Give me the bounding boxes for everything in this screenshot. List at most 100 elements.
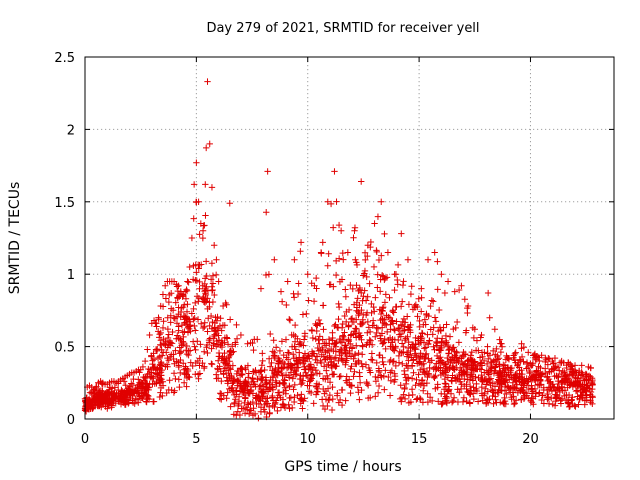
data-point: [445, 350, 452, 357]
data-point: [508, 364, 515, 372]
data-point: [122, 382, 129, 389]
data-point: [208, 361, 216, 368]
data-point: [473, 337, 481, 344]
data-point: [397, 382, 404, 389]
data-point: [345, 322, 352, 329]
data-point: [405, 301, 413, 308]
data-point: [350, 301, 358, 308]
data-point: [338, 339, 346, 346]
data-point: [398, 340, 406, 347]
data-point: [272, 344, 280, 351]
data-point: [166, 377, 173, 384]
data-point: [289, 351, 297, 358]
data-point: [505, 385, 513, 393]
data-point: [165, 331, 172, 338]
data-point: [280, 400, 287, 408]
data-point: [153, 380, 160, 387]
data-point: [412, 334, 419, 342]
data-point: [511, 372, 519, 379]
data-point: [92, 383, 100, 391]
data-point: [408, 283, 415, 290]
data-point: [214, 313, 221, 321]
data-point: [449, 397, 457, 405]
data-point: [341, 312, 348, 320]
data-point: [213, 256, 220, 263]
data-point: [544, 396, 551, 403]
data-point: [399, 349, 407, 356]
data-point: [565, 359, 572, 366]
data-point: [400, 343, 407, 351]
data-point: [589, 400, 596, 408]
data-point: [154, 371, 161, 379]
data-point: [370, 303, 377, 311]
data-point: [191, 322, 198, 330]
data-point: [115, 397, 122, 405]
data-point: [232, 339, 239, 346]
y-tick-label: 1.5: [54, 196, 75, 211]
data-point: [293, 357, 300, 364]
data-point: [243, 383, 250, 390]
data-point: [581, 397, 589, 404]
data-point: [416, 394, 424, 402]
data-point: [364, 293, 371, 301]
data-point: [497, 348, 505, 356]
data-point: [196, 278, 203, 286]
data-point: [386, 358, 393, 366]
data-point: [399, 327, 407, 335]
data-point: [336, 335, 343, 343]
data-point: [290, 294, 298, 301]
data-point: [209, 280, 217, 287]
y-tick-label: 1: [67, 268, 75, 283]
data-point: [539, 370, 546, 378]
data-point: [400, 315, 408, 323]
data-point: [444, 278, 452, 285]
data-point: [418, 377, 426, 384]
data-point: [552, 397, 559, 405]
data-point: [234, 367, 241, 375]
data-point: [176, 344, 183, 351]
data-points: [81, 78, 596, 422]
data-point: [263, 208, 270, 216]
data-point: [354, 295, 361, 302]
data-point: [82, 408, 90, 415]
data-point: [265, 271, 273, 278]
data-point: [392, 362, 400, 370]
data-point: [185, 279, 192, 286]
grid-lines: [85, 57, 614, 419]
data-point: [425, 312, 432, 320]
data-point: [486, 352, 494, 359]
data-point: [511, 357, 519, 364]
data-point: [367, 238, 375, 246]
data-point: [498, 381, 505, 388]
data-point: [316, 320, 324, 327]
data-point: [385, 336, 392, 344]
data-point: [157, 302, 164, 310]
data-point: [488, 359, 496, 366]
data-point: [266, 409, 273, 417]
data-point: [404, 256, 412, 263]
data-point: [545, 375, 553, 383]
data-point: [241, 391, 249, 399]
data-point: [353, 342, 360, 349]
data-point: [220, 371, 227, 378]
data-point: [424, 331, 431, 338]
data-point: [368, 350, 376, 357]
data-point: [201, 222, 208, 229]
data-point: [452, 354, 460, 361]
data-point: [394, 281, 401, 288]
data-point: [418, 285, 425, 292]
data-point: [388, 367, 396, 374]
data-point: [434, 384, 441, 391]
data-point: [188, 310, 196, 317]
data-point: [428, 397, 436, 405]
data-point: [193, 277, 201, 284]
data-point: [498, 375, 506, 382]
data-point: [351, 350, 359, 358]
data-point: [441, 367, 449, 375]
data-point: [413, 376, 420, 383]
data-point: [215, 278, 222, 285]
data-point: [220, 392, 227, 399]
data-point: [353, 282, 360, 289]
data-point: [145, 370, 153, 377]
data-point: [206, 335, 214, 342]
